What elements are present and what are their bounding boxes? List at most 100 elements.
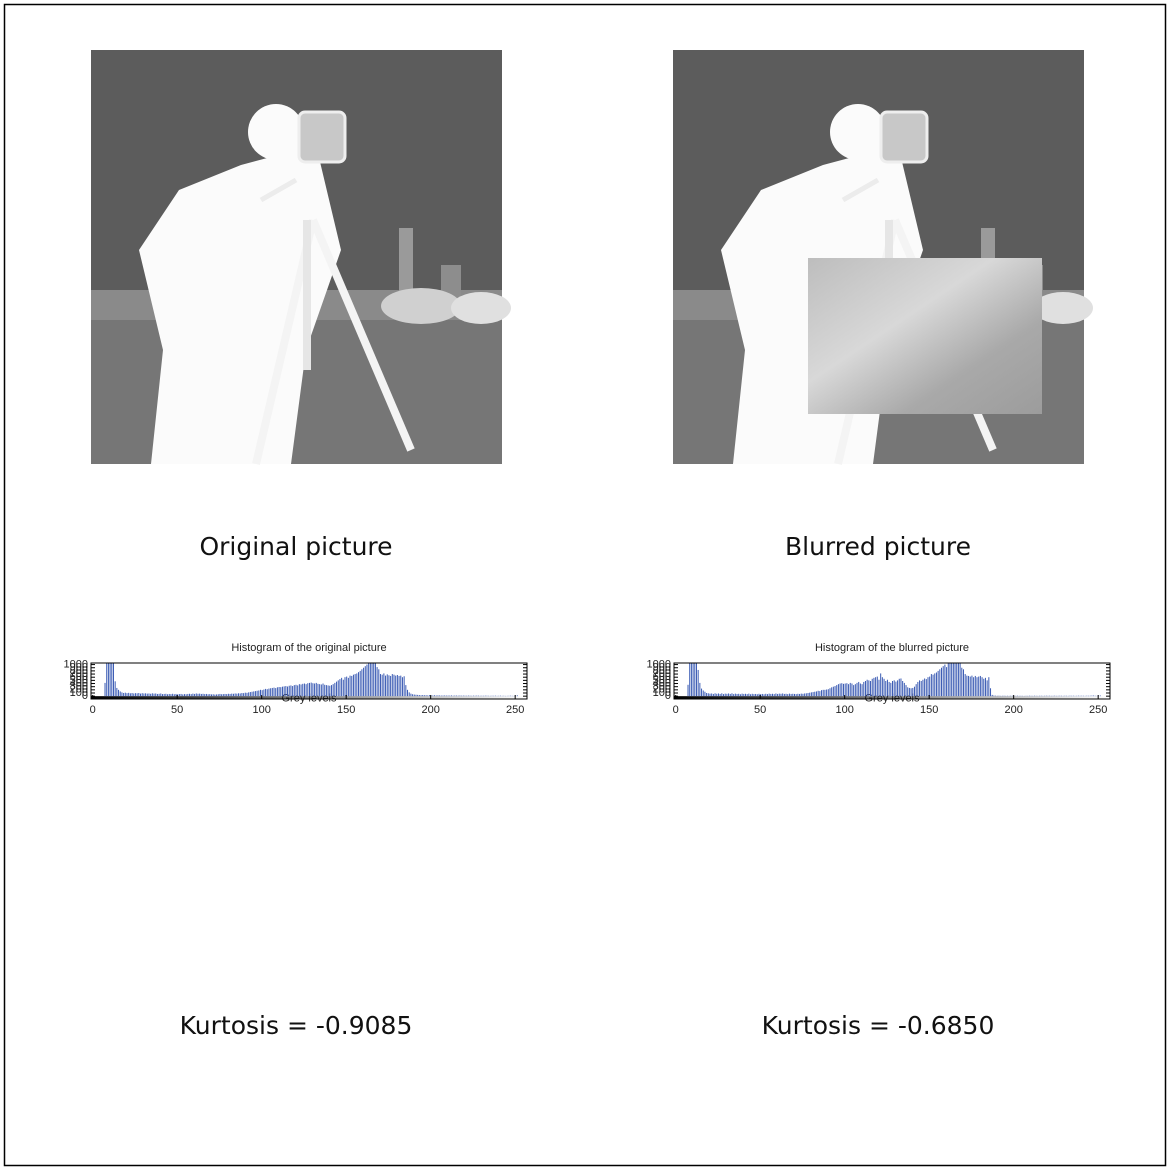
bar xyxy=(307,683,308,696)
bar xyxy=(706,693,707,696)
bar xyxy=(312,683,313,696)
bar xyxy=(253,691,254,696)
bar xyxy=(699,683,700,696)
bar xyxy=(339,679,340,696)
bar xyxy=(343,680,344,696)
bar xyxy=(159,694,160,696)
bar xyxy=(828,689,829,696)
bar xyxy=(302,684,303,696)
bar xyxy=(211,694,212,696)
bar xyxy=(890,683,891,696)
bar xyxy=(987,680,988,696)
bar xyxy=(383,673,384,696)
bar xyxy=(412,694,413,696)
bar xyxy=(182,694,183,696)
bar xyxy=(410,694,411,697)
bar xyxy=(953,658,954,696)
bar xyxy=(725,694,726,697)
bar xyxy=(877,677,878,697)
x-tick-label: 150 xyxy=(337,704,355,716)
bar xyxy=(355,674,356,696)
bar xyxy=(270,688,271,696)
bar xyxy=(926,679,927,696)
bar xyxy=(267,689,268,696)
bar xyxy=(287,687,288,697)
bar xyxy=(402,677,403,696)
bar xyxy=(333,684,334,696)
bar xyxy=(235,693,236,696)
bar xyxy=(858,682,859,696)
bar xyxy=(799,694,800,696)
bar xyxy=(228,694,229,696)
bar xyxy=(1100,696,1101,697)
bar xyxy=(363,668,364,696)
bar xyxy=(951,655,952,696)
bar xyxy=(468,696,469,697)
bar xyxy=(160,693,161,696)
bar xyxy=(238,693,239,696)
bar xyxy=(813,692,814,696)
bar xyxy=(143,693,144,696)
bar xyxy=(448,696,449,697)
bar xyxy=(170,694,171,696)
bar xyxy=(167,694,168,696)
bar xyxy=(192,694,193,697)
bar xyxy=(456,696,457,697)
bar xyxy=(175,694,176,696)
bar xyxy=(142,693,143,696)
bar xyxy=(801,694,802,697)
x-tick-label: 50 xyxy=(171,704,183,716)
blurred-photo xyxy=(673,50,1093,464)
bar xyxy=(796,694,797,696)
bar xyxy=(764,694,765,696)
bar xyxy=(236,694,237,697)
bar xyxy=(786,694,787,696)
bar xyxy=(301,684,302,696)
caption: Original picture xyxy=(199,532,392,561)
bar xyxy=(417,695,418,696)
bar xyxy=(980,676,981,696)
bar xyxy=(241,693,242,696)
bar xyxy=(138,693,139,696)
bar xyxy=(990,688,991,696)
x-tick-label: 0 xyxy=(90,704,96,716)
bar xyxy=(157,694,158,696)
histogram-chart: Grey levels01002003004005006007008009001… xyxy=(647,605,1110,716)
bar xyxy=(917,682,918,696)
bar xyxy=(875,677,876,696)
bar xyxy=(728,693,729,696)
bar xyxy=(125,693,126,696)
bar xyxy=(850,683,851,696)
bar xyxy=(121,692,122,696)
bar xyxy=(377,667,378,696)
bar xyxy=(944,665,945,697)
bar xyxy=(713,694,714,696)
bar xyxy=(973,677,974,696)
bar xyxy=(775,693,776,696)
bar xyxy=(848,684,849,696)
bar xyxy=(221,694,222,696)
bar xyxy=(836,685,837,696)
bar xyxy=(791,694,792,696)
bar xyxy=(985,678,986,696)
bar xyxy=(306,684,307,696)
bar xyxy=(892,681,893,696)
bar xyxy=(978,677,979,697)
bar xyxy=(933,675,934,696)
bar xyxy=(304,684,305,697)
bar xyxy=(740,694,741,696)
bar xyxy=(165,694,166,696)
figure: Original picture Blurred picture Kurtosi… xyxy=(0,0,1170,1170)
bar xyxy=(865,681,866,696)
bar xyxy=(703,690,704,696)
histogram-chart: Grey levels01002003004005006007008009001… xyxy=(64,601,527,715)
bar xyxy=(351,676,352,696)
bar xyxy=(988,677,989,696)
bar xyxy=(284,686,285,696)
bar xyxy=(164,694,165,696)
bar xyxy=(395,676,396,697)
bar xyxy=(750,694,751,696)
bar xyxy=(434,695,435,696)
bar xyxy=(696,652,697,696)
bar xyxy=(174,694,175,696)
